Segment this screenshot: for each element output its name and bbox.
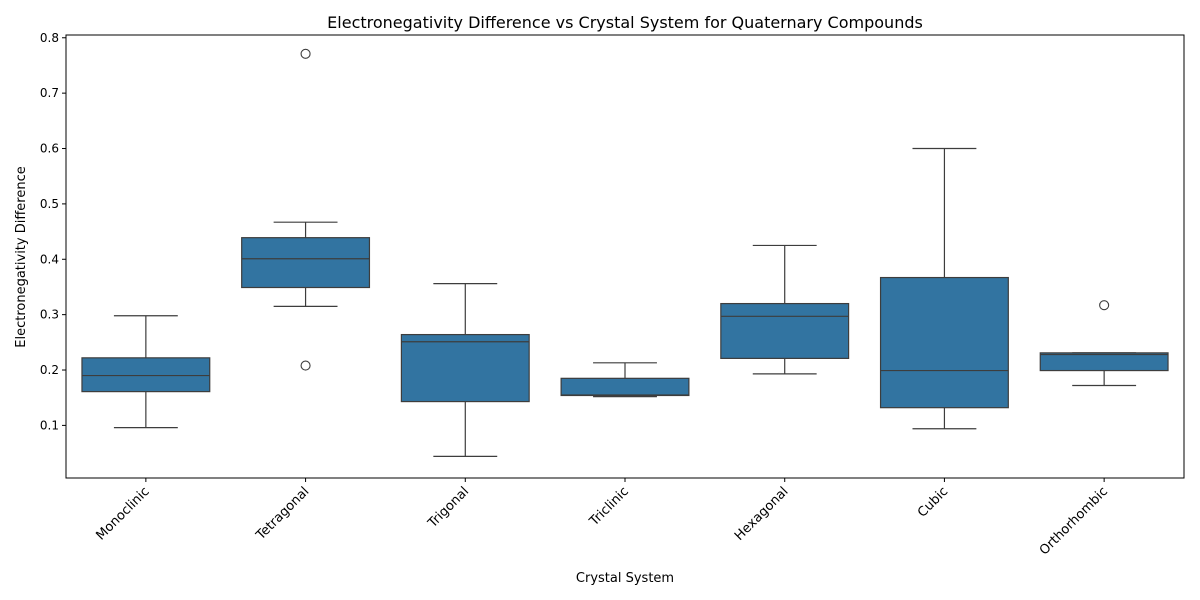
box-iqr xyxy=(241,237,371,289)
plot-frame xyxy=(65,34,1185,479)
y-tick-label: 0.4 xyxy=(40,252,59,266)
outlier-point xyxy=(1099,300,1110,311)
y-tick-label: 0.5 xyxy=(40,197,59,211)
outlier-point xyxy=(300,48,311,59)
y-tick-label: 0.6 xyxy=(40,142,59,156)
y-axis-label: Electronegativity Difference xyxy=(14,166,29,348)
box-iqr xyxy=(879,276,1009,409)
x-tick-label: Tetragonal xyxy=(253,484,313,544)
box-iqr xyxy=(720,302,850,359)
y-tick-label: 0.3 xyxy=(40,308,59,322)
box-iqr xyxy=(81,357,211,393)
x-axis-label: Crystal System xyxy=(576,571,674,586)
plot-area: 0.1 0.2 0.3 0.4 0.5 0.6 0.7 0.8 Monoclinic Tetrag… xyxy=(40,31,1169,558)
y-tick-label: 0.2 xyxy=(40,363,59,377)
x-tick-label: Triclinic xyxy=(586,484,632,530)
x-tick-label: Cubic xyxy=(915,484,951,520)
x-tick-label: Hexagonal xyxy=(732,484,792,544)
x-tick-label: Trigonal xyxy=(425,484,472,531)
y-tick-label: 0.1 xyxy=(40,418,59,432)
x-tick-label: Monoclinic xyxy=(93,484,152,543)
x-tick-label: Orthorhombic xyxy=(1037,484,1111,558)
box-iqr xyxy=(1039,352,1169,372)
outlier-point xyxy=(300,360,311,371)
y-tick-label: 0.8 xyxy=(40,31,59,45)
y-tick-label: 0.7 xyxy=(40,86,59,100)
box-iqr xyxy=(560,377,690,397)
box-iqr xyxy=(400,333,530,403)
chart-title: Electronegativity Difference vs Crystal … xyxy=(327,13,923,32)
